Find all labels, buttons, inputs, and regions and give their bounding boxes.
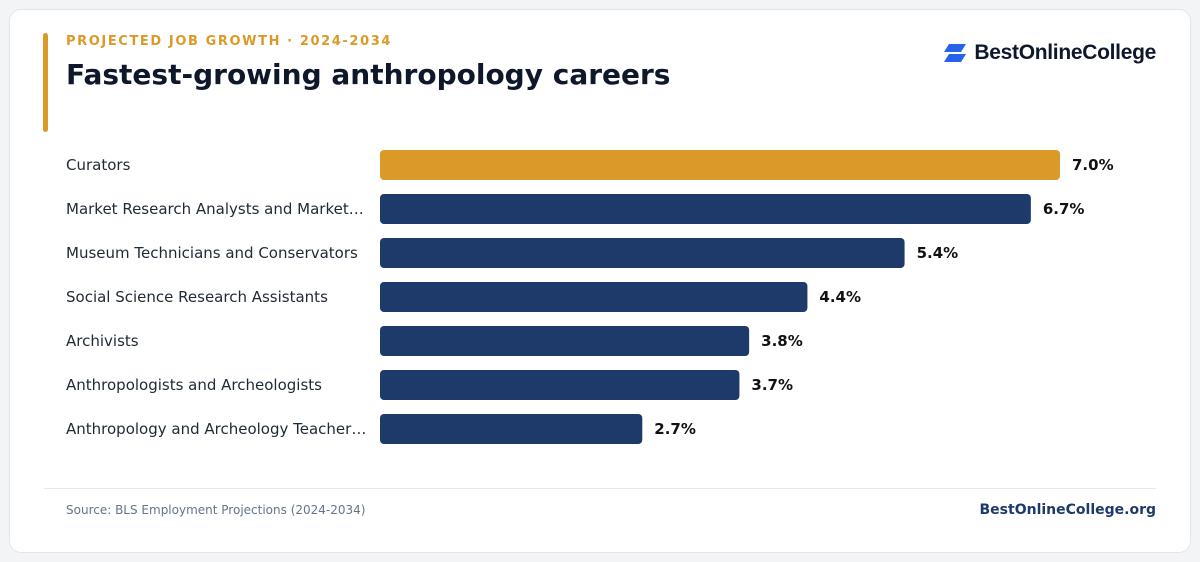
value-label: 2.7% bbox=[654, 420, 696, 438]
source-note: Source: BLS Employment Projections (2024… bbox=[66, 503, 366, 517]
brand-logo[interactable]: BestOnlineCollege bbox=[943, 40, 1156, 66]
value-label: 6.7% bbox=[1043, 200, 1085, 218]
chart-kicker: PROJECTED JOB GROWTH · 2024-2034 bbox=[66, 34, 393, 49]
category-label: Museum Technicians and Conservators bbox=[66, 244, 358, 262]
category-label: Anthropology and Archeology Teacher… bbox=[66, 420, 366, 438]
category-label: Anthropologists and Archeologists bbox=[66, 376, 322, 394]
brand-logo-icon bbox=[944, 44, 967, 62]
value-label: 3.8% bbox=[761, 332, 803, 350]
brand-name: BestOnlineCollege bbox=[974, 41, 1156, 64]
category-label: Social Science Research Assistants bbox=[66, 288, 328, 306]
title-accent-bar bbox=[43, 33, 48, 132]
bar[interactable] bbox=[380, 150, 1060, 180]
chart-title: Fastest-growing anthropology careers bbox=[66, 58, 671, 91]
chart-card bbox=[9, 9, 1191, 553]
bar[interactable] bbox=[380, 326, 750, 356]
bar[interactable] bbox=[380, 282, 808, 312]
bar[interactable] bbox=[380, 370, 740, 400]
bar[interactable] bbox=[380, 414, 643, 444]
value-label: 4.4% bbox=[819, 288, 861, 306]
bar[interactable] bbox=[380, 194, 1031, 224]
footer-divider bbox=[44, 488, 1156, 489]
value-label: 3.7% bbox=[751, 376, 793, 394]
value-label: 7.0% bbox=[1072, 156, 1114, 174]
category-label: Archivists bbox=[66, 332, 139, 350]
bar[interactable] bbox=[380, 238, 905, 268]
category-label: Market Research Analysts and Market… bbox=[66, 200, 364, 218]
value-label: 5.4% bbox=[917, 244, 959, 262]
site-link[interactable]: BestOnlineCollege.org bbox=[979, 502, 1156, 518]
category-label: Curators bbox=[66, 156, 131, 174]
